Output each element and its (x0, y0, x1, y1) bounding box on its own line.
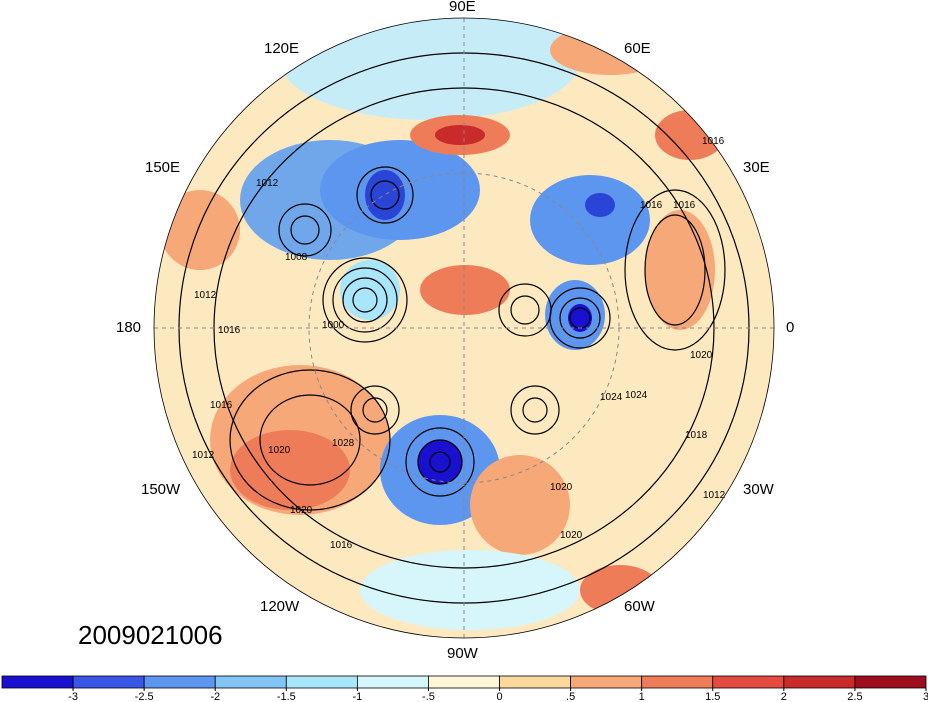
anomaly-region (420, 265, 510, 315)
isobar (342, 277, 388, 323)
timestamp-label: 2009021006 (78, 620, 223, 650)
anomaly-region (280, 18, 580, 120)
isobar (522, 397, 548, 423)
lon-label-150w: 150W (141, 481, 181, 498)
contour-label: 1024 (600, 392, 623, 403)
anomaly-region (550, 25, 670, 75)
contour-label: 1020 (268, 445, 291, 456)
contour-label: 1020 (550, 482, 573, 493)
isobar (370, 180, 400, 210)
lon-label-90e: 90E (449, 0, 476, 15)
isobar (510, 385, 560, 435)
isobar (405, 427, 475, 497)
isobar (510, 295, 540, 325)
contour-label: 1012 (192, 450, 215, 461)
contour-label: 1008 (285, 252, 308, 263)
contour-label: 1020 (690, 350, 713, 361)
contour-label: 1012 (703, 490, 726, 501)
isobar (498, 283, 552, 337)
contour-label: 1024 (625, 390, 648, 401)
lon-label-60w: 60W (624, 598, 655, 615)
isobar (259, 394, 361, 486)
contour-label: 1012 (194, 290, 217, 301)
anomaly-region (530, 175, 650, 265)
isobar (352, 287, 378, 313)
latitude-circle (308, 172, 620, 484)
isobar (362, 397, 388, 423)
lon-label-0: 0 (786, 319, 795, 336)
contour-label: 1016 (702, 136, 725, 147)
contour-label: 1016 (218, 325, 241, 336)
contour-label: 1020 (290, 505, 313, 516)
contour-label: 1028 (332, 438, 355, 449)
contour-label: 1016 (330, 540, 353, 551)
anomaly-region (470, 455, 570, 555)
lon-label-180: 180 (116, 319, 142, 336)
isobar (350, 385, 400, 435)
lon-label-150e: 150E (145, 159, 181, 176)
anomaly-region (365, 170, 405, 220)
lon-label-30w: 30W (743, 481, 774, 498)
lon-label-120e: 120E (264, 40, 300, 57)
contour-label: 1016 (673, 200, 696, 211)
anomaly-region (230, 430, 350, 510)
isobar (429, 451, 451, 473)
lon-label-30e: 30E (743, 159, 770, 176)
isobar (644, 214, 706, 326)
anomaly-region (568, 304, 592, 332)
isobar (290, 215, 320, 245)
isobar (624, 189, 726, 351)
lon-label-60e: 60E (624, 40, 651, 57)
lon-label-120w: 120W (260, 598, 300, 615)
isobar (332, 267, 398, 333)
isobar (322, 257, 408, 343)
isobar (356, 166, 414, 224)
contour-label: 1012 (256, 178, 279, 189)
contour-label: 1016 (210, 400, 233, 411)
contour-label: 1018 (685, 430, 708, 441)
anomaly-region (435, 125, 485, 145)
anomaly-region (160, 190, 240, 270)
contour-label: 1016 (640, 200, 663, 211)
isobar (559, 297, 601, 339)
map-border (153, 17, 775, 639)
contour-label: 1020 (560, 530, 583, 541)
lon-label-90w: 90W (447, 645, 478, 662)
contour-label: 1000 (322, 320, 345, 331)
isobar (278, 203, 332, 257)
anomaly-region (645, 210, 715, 330)
isobar (417, 439, 463, 485)
anomaly-region (418, 440, 462, 484)
anomaly-region (585, 193, 615, 217)
isobar (229, 369, 391, 511)
anomaly-region (655, 110, 725, 160)
anomaly-region (360, 550, 580, 630)
